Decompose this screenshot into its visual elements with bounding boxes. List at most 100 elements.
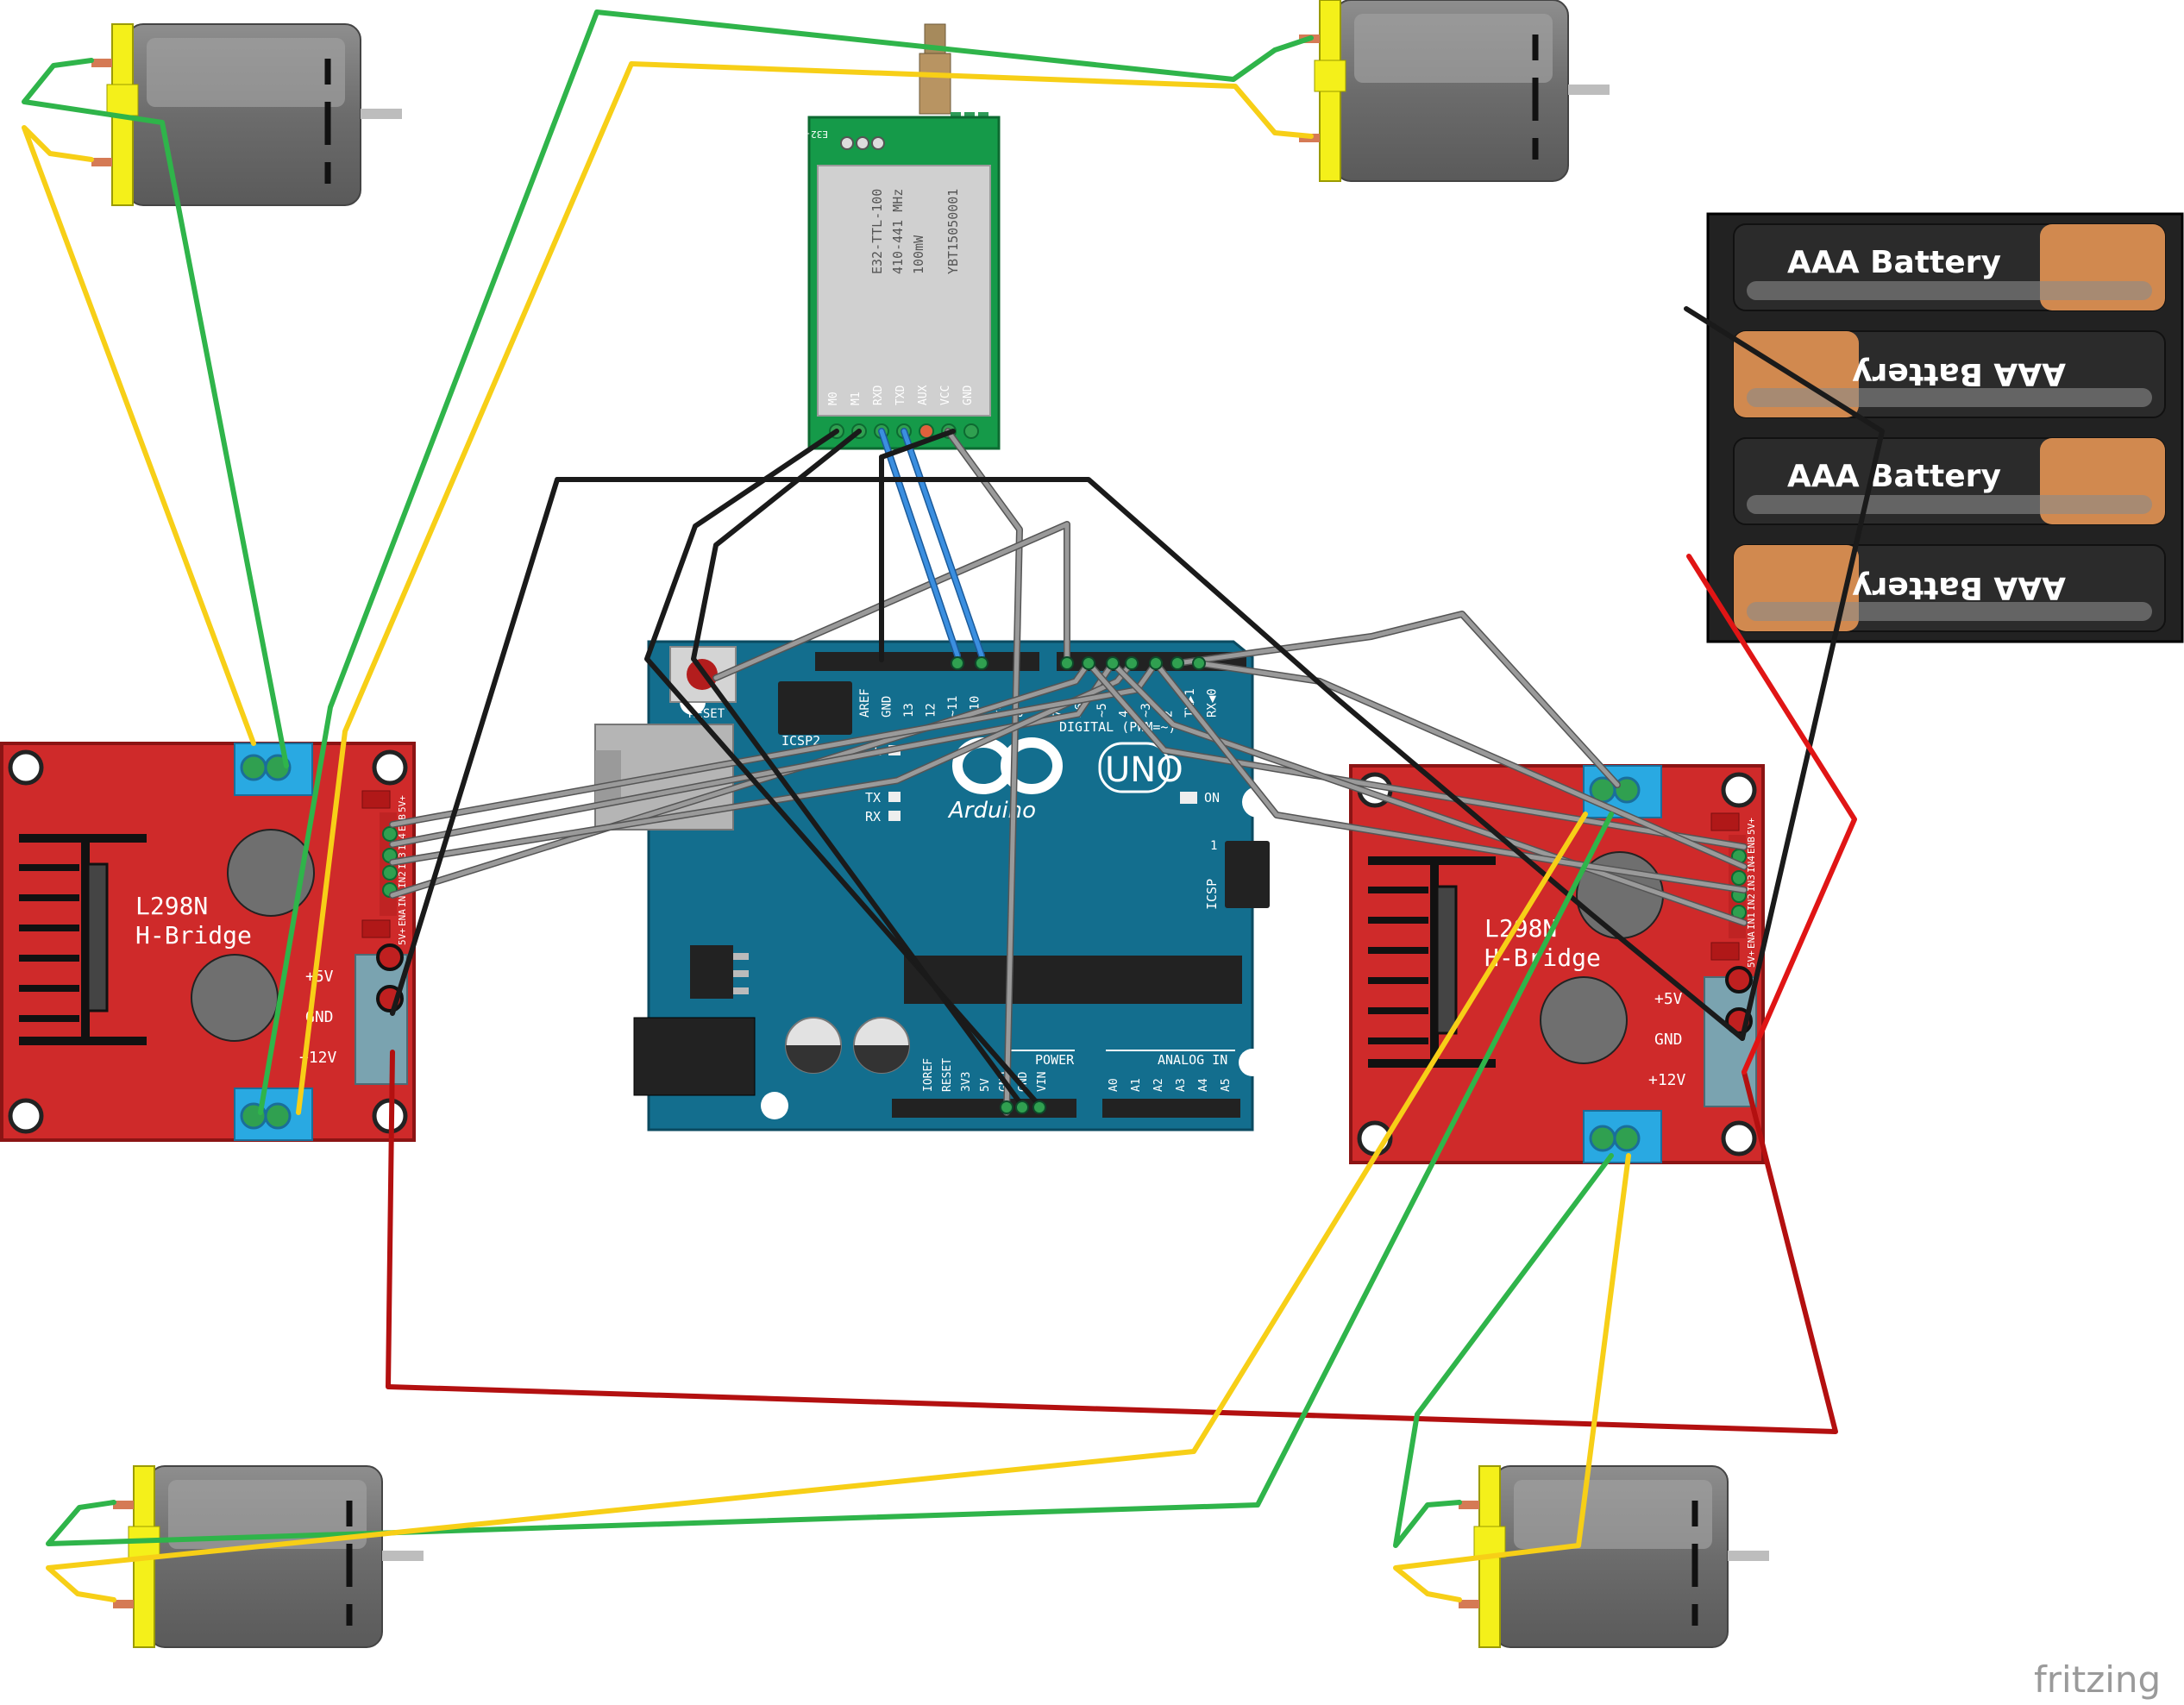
arduino-power-pin-label: VIN (1036, 1072, 1049, 1092)
hbridge-right-gnd: GND (1654, 1031, 1683, 1049)
radio-pin (963, 423, 979, 439)
motor-top-left (91, 24, 402, 205)
radio-freq: 410-441 MHz (890, 189, 906, 274)
arduino-brand-label: Arduino (947, 798, 1036, 824)
hbridge-terminal (1725, 966, 1753, 994)
arduino-digital-label: DIGITAL (PWM=~) (1059, 719, 1176, 735)
hbridge-pin-label: IN3 (1746, 874, 1757, 892)
radio-power: 100mW (911, 235, 926, 274)
wire-gray-2 (713, 522, 1070, 680)
hbridge-right-12v: +12V (1648, 1071, 1686, 1089)
battery-cell-label: AAA Battery (1787, 459, 2001, 494)
arduino-uno-label: UNO (1105, 750, 1183, 790)
wire-yellow-tl (22, 125, 256, 746)
radio-board-label: E32-TTL-100 V2.1 (737, 129, 828, 140)
wire-red-2 (1686, 554, 1857, 1075)
hbridge-pin-label: ENA (397, 909, 408, 926)
wire-green-tl (22, 58, 289, 768)
wire-gray-9 (1153, 661, 1747, 893)
battery-cell: AAA Battery (1733, 223, 2166, 311)
hbridge-pin-label: IN2 (397, 871, 408, 888)
arduino-power-pin (1015, 1100, 1029, 1114)
hbridge-left-5v: +5V (305, 968, 334, 986)
arduino-analog-pin-label: A3 (1175, 1078, 1188, 1092)
arduino-header-pin (1106, 656, 1120, 670)
wire-yellow-tr (296, 61, 1314, 1115)
arduino-power-pin (1032, 1100, 1046, 1114)
arduino-icsp-label: ICSP (1204, 879, 1220, 910)
arduino-on-label: ON (1204, 790, 1220, 805)
hbridge-left-12v: +12V (299, 1049, 337, 1067)
wire-black-4 (879, 429, 956, 460)
wire-green-tr (258, 9, 1314, 1115)
hbridge-terminal (240, 754, 267, 781)
arduino-power-pin-label: 3V3 (960, 1072, 973, 1092)
arduino-header-pin-label: GND (881, 696, 894, 718)
hbridge-pin-label: 5V+ (397, 928, 408, 945)
battery-cell: AAA Battery (1733, 330, 2166, 418)
hbridge-right: L298N H-Bridge +5V GND +12V 5V+ENBIN4IN3… (1351, 766, 1763, 1163)
hbridge-terminal (376, 943, 404, 971)
arduino-power-pin (1000, 1100, 1014, 1114)
radio-pin-label: RXD (872, 385, 885, 405)
radio-pin-label: VCC (939, 386, 952, 405)
battery-cell: AAA Battery (1733, 437, 2166, 525)
arduino-header-pin-label: AREF (858, 688, 872, 718)
arduino-power-pin-label: RESET (941, 1058, 954, 1092)
hbridge-pin-label: 5V+ (397, 795, 408, 812)
hbridge-left-title-2: H-Bridge (135, 921, 252, 950)
hbridge-pin-label: IN1 (1746, 912, 1757, 930)
arduino-power-pin-label: 5V (979, 1078, 992, 1092)
arduino-analog-pin-label: A1 (1130, 1078, 1143, 1092)
motor-top-right (1299, 0, 1610, 181)
battery-pack: AAA Battery AAA Battery AAA Battery AAA Bat… (1706, 212, 2184, 643)
hbridge-right-5v: +5V (1654, 990, 1683, 1008)
hbridge-left: L298N H-Bridge +5V GND +12V 5V+ENBIN4IN3… (2, 743, 414, 1140)
wire-gray-8 (1110, 661, 1747, 925)
arduino-tx-label: TX (865, 790, 881, 805)
arduino-header-pin (1170, 656, 1184, 670)
wire-gray-1 (945, 429, 1022, 1115)
arduino-header-pin (1149, 656, 1163, 670)
wire-green-br (1393, 1153, 1614, 1548)
arduino-power-pin-label: IOREF (922, 1058, 935, 1092)
hbridge-pin (1731, 870, 1747, 886)
arduino-header-pin-label: 4 (1118, 711, 1132, 718)
wire-gray-10 (1175, 611, 1620, 787)
radio-pin-label: AUX (917, 385, 930, 405)
arduino-header-pin (1082, 656, 1095, 670)
arduino-header-pin (1060, 656, 1074, 670)
wire-yellow-br (1393, 1153, 1631, 1602)
radio-pin (919, 423, 934, 439)
wire-blue-rxd (879, 429, 960, 658)
arduino-header-pin-label: ~3 (1139, 703, 1153, 718)
wires (22, 9, 1885, 1602)
wire-gray-7 (1086, 661, 1747, 849)
wire-black-6 (1684, 306, 1885, 1041)
radio-model: E32-TTL-100 (869, 189, 885, 274)
arduino-header-pin-label: 12 (925, 703, 938, 718)
arduino-rx-label: RX (865, 809, 881, 824)
arduino-analog-pin-label: A5 (1220, 1078, 1233, 1092)
wire-black-5 (390, 477, 1745, 1041)
wire-green-bl (46, 812, 1614, 1546)
arduino-header-pin-label: RX◀0 (1206, 688, 1220, 718)
hbridge-pin-label: ENA (1746, 931, 1757, 949)
arduino-header-pin (975, 656, 988, 670)
arduino-analog-pin-label: A0 (1108, 1078, 1120, 1092)
arduino-header-pin-label: 7 (1051, 711, 1065, 718)
wire-blue-txd (901, 429, 984, 658)
battery-cell-label: AAA Battery (1787, 245, 2001, 280)
arduino-header-pin-label: 2 (1162, 711, 1176, 718)
arduino-analog-pin-label: A4 (1197, 1078, 1210, 1092)
arduino-header-pin-label: 13 (902, 703, 916, 718)
hbridge-pin-label: IN2 (1746, 893, 1757, 911)
hbridge-pin-label: IN4 (1746, 856, 1757, 873)
hbridge-pin-label: ENB (1746, 837, 1757, 854)
wire-yellow-bl (46, 812, 1588, 1602)
arduino-header-pin (951, 656, 964, 670)
battery-cell: AAA Battery (1733, 544, 2166, 632)
battery-cell-label: AAA Battery (1852, 356, 2066, 392)
arduino-header-pin (1125, 656, 1139, 670)
hbridge-pin-label: 5V+ (1746, 950, 1757, 968)
